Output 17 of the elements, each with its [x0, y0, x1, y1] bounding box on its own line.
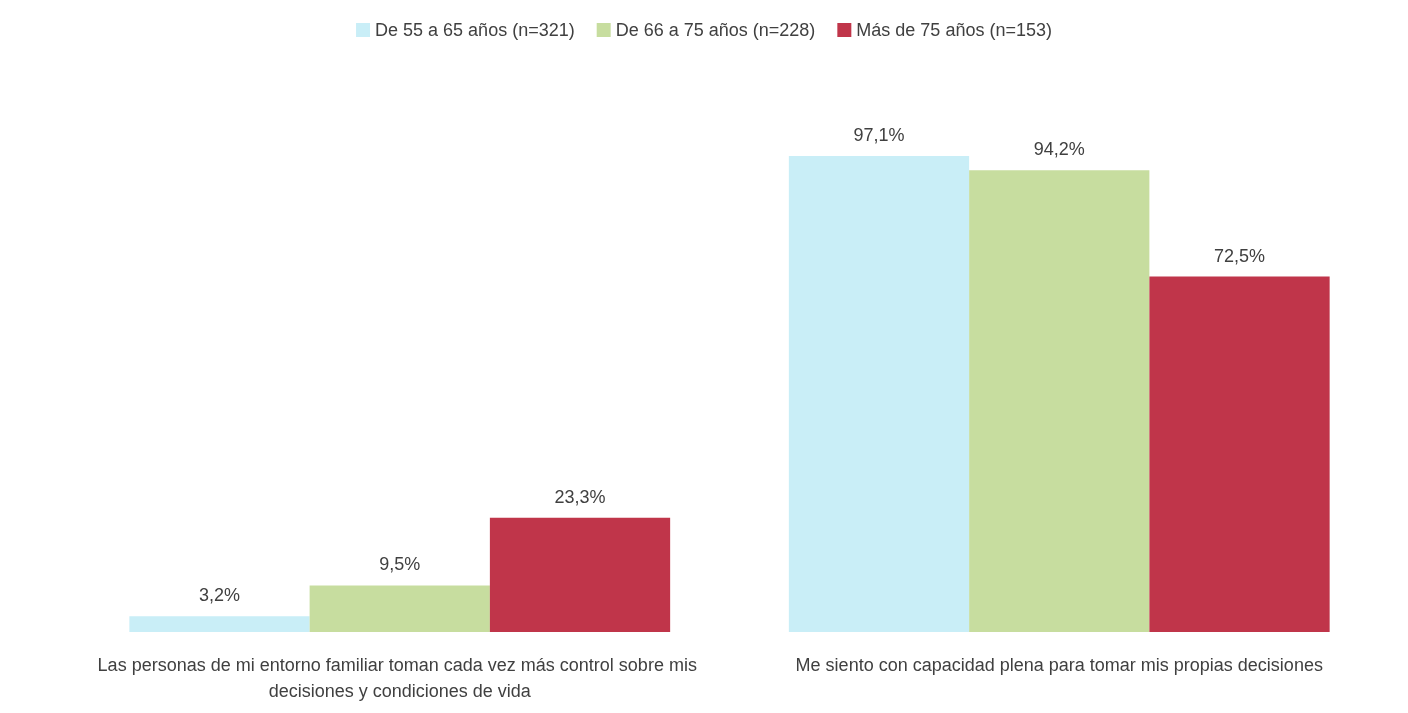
bar — [1149, 276, 1330, 632]
data-label: 97,1% — [853, 125, 905, 145]
bar — [129, 616, 310, 632]
legend-label: De 66 a 75 años (n=228) — [615, 20, 816, 40]
bar — [969, 170, 1150, 632]
data-label: 72,5% — [1213, 245, 1266, 266]
legend-label: De 55 a 65 años (n=321) — [375, 20, 575, 40]
x-tick-label: Me siento con capacidad plena para tomar mis propias decisiones — [795, 655, 1323, 675]
legend-label: Más de 75 años (n=153) — [856, 20, 1052, 40]
data-label: 9,5% — [379, 554, 421, 575]
bar — [309, 585, 490, 632]
data-label: 94,2% — [1033, 139, 1085, 160]
bar — [788, 156, 970, 632]
data-label: 23,3% — [554, 486, 606, 507]
data-label: 3,2% — [198, 585, 240, 606]
bar — [489, 517, 671, 632]
x-tick-label: Las personas de mi entorno familiar toman cada vez más control sobre mis decisiones y condiciones de vida — [97, 655, 702, 701]
